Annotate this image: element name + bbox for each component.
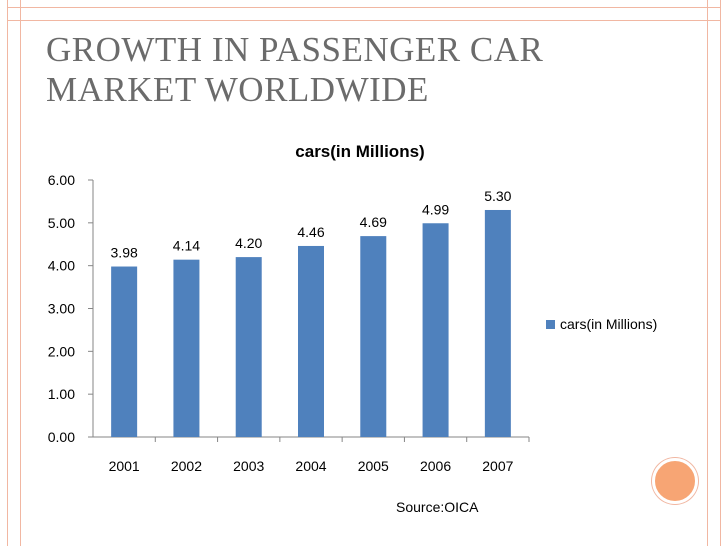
bar (484, 209, 511, 437)
y-tick-label: 1.00 (48, 386, 75, 402)
decorative-frame-top (7, 7, 721, 21)
y-axis-ticks: 0.00 1.00 2.00 3.00 4.00 5.00 6.00 (48, 172, 93, 445)
bar (360, 236, 387, 437)
y-tick-label: 6.00 (48, 172, 75, 188)
legend: cars(in Millions) (546, 316, 657, 332)
data-label: 4.69 (360, 214, 387, 230)
bar (111, 266, 138, 437)
y-tick-label: 0.00 (48, 429, 75, 445)
bars-group (111, 209, 511, 437)
data-label: 4.14 (173, 238, 200, 254)
legend-swatch (546, 320, 555, 329)
data-label: 4.99 (422, 201, 449, 217)
x-tick-label: 2006 (420, 458, 451, 474)
x-tick-label: 2004 (295, 458, 326, 474)
y-tick-label: 2.00 (48, 343, 75, 359)
x-tick-label: 2001 (109, 458, 140, 474)
data-label: 4.20 (235, 235, 262, 251)
slide-title: GROWTH IN PASSENGER CAR MARKET WORLDWIDE (46, 30, 686, 110)
data-label: 4.46 (297, 224, 324, 240)
legend-label: cars(in Millions) (560, 316, 657, 332)
data-labels: 3.98 4.14 4.20 4.46 4.69 4.99 5.30 (111, 188, 512, 261)
bar (422, 223, 449, 437)
data-label: 3.98 (111, 245, 138, 261)
x-axis-labels: 2001 2002 2003 2004 2005 2006 2007 (109, 437, 530, 474)
source-note: Source:OICA (396, 499, 479, 515)
bar (298, 245, 324, 437)
y-tick-label: 5.00 (48, 215, 75, 231)
y-tick-label: 3.00 (48, 301, 75, 317)
chart-title: cars(in Millions) (295, 142, 424, 161)
decorative-frame-left (7, 0, 21, 546)
x-tick-label: 2007 (482, 458, 513, 474)
x-tick-label: 2005 (358, 458, 389, 474)
decorative-circle (652, 458, 698, 504)
bar (173, 259, 200, 437)
slide-title-line-2: MARKET WORLDWIDE (46, 70, 429, 109)
x-tick-label: 2002 (171, 458, 202, 474)
bar (235, 257, 262, 437)
slide-title-line-1: GROWTH IN PASSENGER CAR (46, 30, 544, 69)
data-label: 5.30 (484, 188, 511, 204)
x-tick-label: 2003 (233, 458, 264, 474)
decorative-frame-right (707, 0, 721, 546)
y-tick-label: 4.00 (48, 258, 75, 274)
